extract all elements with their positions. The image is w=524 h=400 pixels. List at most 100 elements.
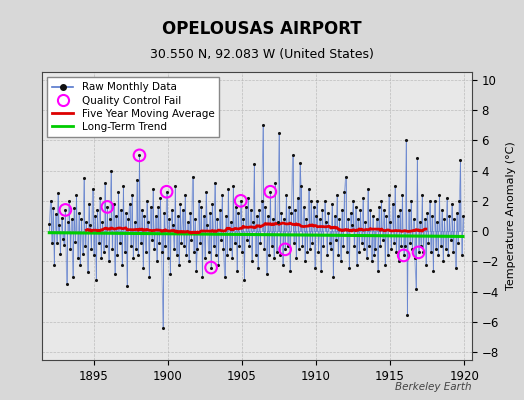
Point xyxy=(59,236,67,242)
Point xyxy=(117,207,125,213)
Point xyxy=(69,274,77,280)
Point xyxy=(188,173,196,180)
Point xyxy=(266,188,275,195)
Point xyxy=(250,161,258,168)
Point xyxy=(304,186,313,192)
Point xyxy=(333,192,341,198)
Point xyxy=(98,219,106,225)
Point xyxy=(196,240,204,246)
Point xyxy=(311,264,319,271)
Point xyxy=(91,213,99,219)
Point xyxy=(283,243,292,250)
Point xyxy=(399,252,408,259)
Point xyxy=(339,243,347,250)
Point xyxy=(234,210,243,216)
Point xyxy=(82,219,91,225)
Point xyxy=(261,204,269,210)
Point xyxy=(293,195,302,201)
Point xyxy=(155,240,163,246)
Point xyxy=(202,188,210,195)
Point xyxy=(399,252,408,259)
Point xyxy=(194,198,203,204)
Point xyxy=(215,207,224,213)
Point xyxy=(459,213,467,219)
Point xyxy=(141,249,150,256)
Point xyxy=(451,264,460,271)
Point xyxy=(68,216,76,222)
Point xyxy=(254,264,262,271)
Point xyxy=(335,216,344,222)
Point xyxy=(357,240,366,246)
Point xyxy=(443,195,451,201)
Point xyxy=(135,152,144,158)
Text: OPELOUSAS AIRPORT: OPELOUSAS AIRPORT xyxy=(162,20,362,38)
Point xyxy=(433,219,441,225)
Point xyxy=(133,176,141,183)
Point xyxy=(48,240,56,246)
Point xyxy=(413,155,421,162)
Point xyxy=(244,195,253,201)
Point xyxy=(296,160,304,166)
Point xyxy=(314,249,323,256)
Point xyxy=(137,240,145,246)
Point xyxy=(138,207,146,213)
Point xyxy=(114,188,123,195)
Point xyxy=(217,237,225,244)
Point xyxy=(121,249,129,256)
Point xyxy=(232,204,240,210)
Point xyxy=(92,276,101,283)
Point xyxy=(143,198,151,204)
Point xyxy=(272,249,281,256)
Point xyxy=(402,137,410,144)
Point xyxy=(307,198,315,204)
Point xyxy=(405,207,413,213)
Point xyxy=(191,216,199,222)
Point xyxy=(192,267,201,274)
Point xyxy=(50,261,59,268)
Point xyxy=(326,246,335,252)
Point xyxy=(167,207,176,213)
Point xyxy=(361,219,369,225)
Point xyxy=(90,252,98,259)
Point xyxy=(319,243,328,250)
Point xyxy=(102,243,111,250)
Legend: Raw Monthly Data, Quality Control Fail, Five Year Moving Average, Long-Term Tren: Raw Monthly Data, Quality Control Fail, … xyxy=(47,77,220,137)
Point xyxy=(94,240,103,246)
Point xyxy=(49,205,57,212)
Point xyxy=(363,255,371,262)
Point xyxy=(318,207,326,213)
Point xyxy=(104,258,113,265)
Point xyxy=(179,207,187,213)
Point xyxy=(343,249,351,256)
Point xyxy=(214,261,223,268)
Point xyxy=(373,216,381,222)
Point xyxy=(270,255,278,262)
Point xyxy=(228,255,236,262)
Point xyxy=(334,252,343,259)
Point xyxy=(287,210,296,216)
Point xyxy=(135,152,144,158)
Point xyxy=(322,219,330,225)
Point xyxy=(145,274,154,280)
Point xyxy=(388,201,397,207)
Point xyxy=(336,258,345,265)
Point xyxy=(365,243,373,250)
Point xyxy=(395,258,403,265)
Point xyxy=(276,252,285,259)
Point xyxy=(350,243,358,250)
Text: 30.550 N, 92.083 W (United States): 30.550 N, 92.083 W (United States) xyxy=(150,48,374,61)
Point xyxy=(360,246,368,252)
Point xyxy=(297,182,305,189)
Point xyxy=(96,195,104,201)
Point xyxy=(280,216,288,222)
Point xyxy=(387,246,396,252)
Point xyxy=(139,264,147,271)
Point xyxy=(267,243,276,250)
Point xyxy=(71,238,80,245)
Point xyxy=(149,186,157,192)
Point xyxy=(83,269,92,275)
Point xyxy=(60,242,68,248)
Point xyxy=(386,219,394,225)
Point xyxy=(409,216,418,222)
Point xyxy=(182,252,191,259)
